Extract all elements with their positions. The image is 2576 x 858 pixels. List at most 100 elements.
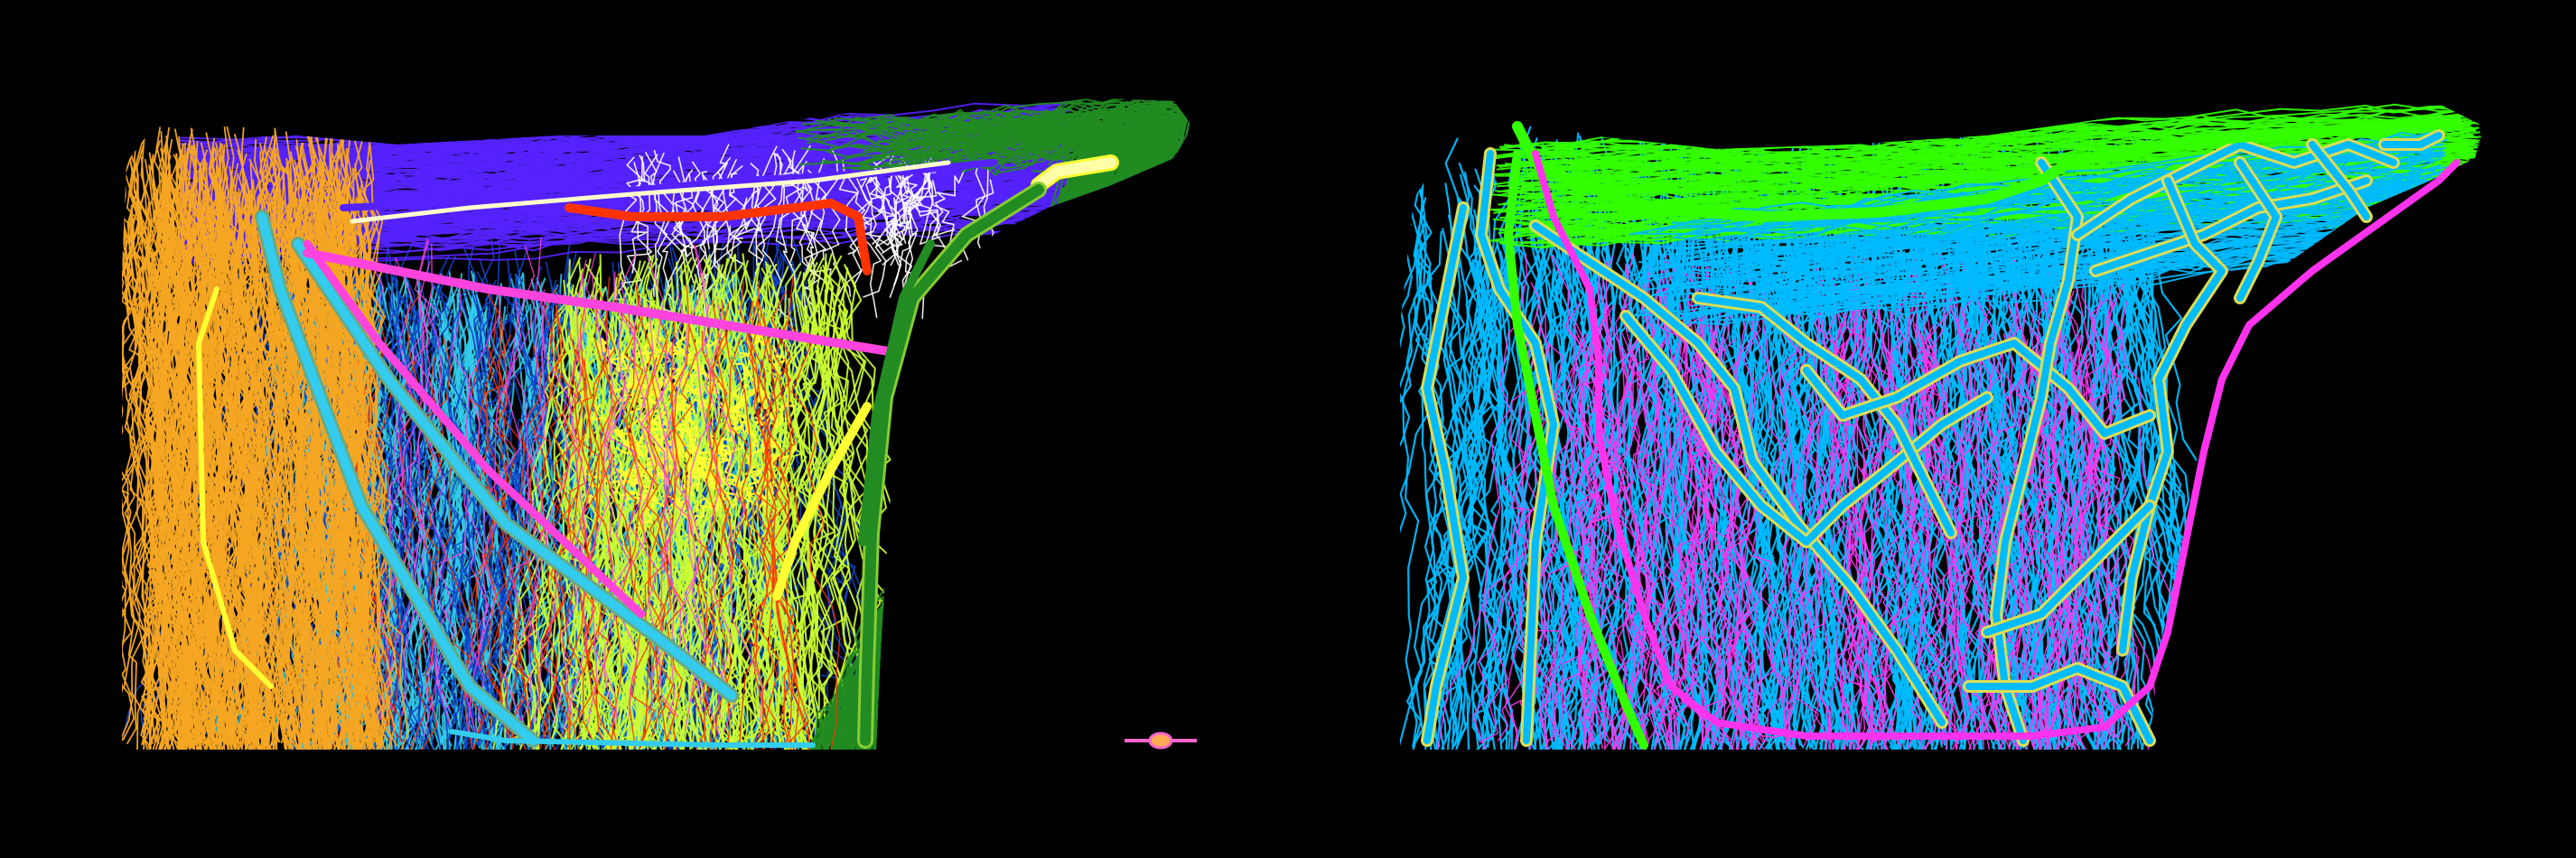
white-fiber [637,154,653,261]
lime-fiber [771,322,833,741]
magenta-fiber [1784,303,1868,745]
yellow-fiber [596,338,607,354]
orange-fiber [273,157,294,744]
sky-fiber [1449,259,1481,746]
yellow-fiber [742,387,762,402]
yellow-fiber [686,359,711,377]
orange-fiber [198,185,236,743]
orange-fiber [122,185,144,743]
sky-fiber [1666,166,2448,250]
magenta-fiber [2062,279,2151,750]
magenta-fiber [1890,354,1958,750]
yellow-fiber [654,434,682,462]
lime-fiber [760,267,801,747]
red-fiber [751,290,792,750]
lime-fiber [705,255,734,750]
sky-fiber [1629,158,2434,236]
sky-fiber [1691,208,2435,289]
yellow-fiber [611,464,639,494]
orange-fiber [352,195,381,741]
sky-fiber [1451,146,1497,750]
magenta-fiber [1554,266,1651,742]
magenta-fiber [613,271,704,712]
sky-fiber [1450,260,1489,743]
magenta-fiber [503,297,546,725]
white-fiber [882,171,937,254]
magenta-fiber [468,245,536,735]
red-fiber [498,345,542,744]
magenta-fiber [1582,330,1641,750]
red-fiber [552,343,585,750]
red-fiber [565,359,592,748]
yellow-fiber [666,495,694,527]
centroid-net-13 [2309,141,2370,220]
red-fiber [692,337,742,750]
cyan-fiber [439,300,514,750]
green-fiber [1007,104,1184,125]
centroid-red [565,199,872,275]
blue-fiber [468,228,508,750]
white-fiber [678,161,701,257]
cyan-fiber [494,277,519,750]
orange-fiber [164,170,194,744]
magenta-fiber [1878,318,1961,750]
yellow-fiber [626,434,644,458]
centroid-white [350,160,951,224]
sky-fiber [1619,247,1649,747]
orange-fiber [274,227,297,750]
yellow-fiber [739,352,752,365]
left-centroids [196,154,1119,749]
sky-fiber [1400,180,1424,750]
lime-fiber [758,308,816,750]
orange-fiber [186,202,210,750]
yellow-fiber [735,362,749,380]
sky-fiber [1481,250,1515,750]
centroid-green-b [858,239,935,546]
yellow-fiber [615,466,635,479]
centroid-pale [1033,157,1116,191]
blue-fiber [379,273,508,741]
magenta-fiber [1941,258,2021,750]
magenta-fiber [1778,256,1856,750]
orange-fiber [209,170,240,747]
magenta-fiber [1590,350,1691,738]
magenta-fiber [1713,275,1761,750]
orange-fiber [161,172,207,743]
lime-fiber [586,308,620,750]
magenta-fiber [1827,274,1903,748]
centroid-net-0 [1423,204,1467,744]
lime-fiber [630,300,665,750]
magenta-fiber [1690,298,1744,750]
lime-fiber [664,289,712,741]
red-fiber [748,298,798,750]
orange-fiber [363,227,385,742]
red-fiber [708,299,734,750]
centroid-cyan-a [257,212,537,745]
sky-fiber [1790,238,1860,750]
red-fiber [406,294,439,750]
magenta-fiber [1668,263,1751,750]
magenta-fiber [1838,301,1903,750]
magenta-fiber [1946,306,1972,750]
orange-fiber [122,204,133,747]
magenta-fiber [527,289,548,724]
orange-fiber [280,201,318,750]
centroid-net-7 [2074,141,2397,238]
sky-fiber [1679,202,2442,280]
lime-fiber [830,309,856,750]
magenta-fiber [1855,256,1917,750]
magenta-fiber [1647,338,1736,742]
centroid-magenta-path [1532,150,2460,740]
blue-fiber [395,299,428,750]
blue-fiber [508,249,542,750]
magenta-fiber [1551,255,1603,749]
magenta-fiber [1840,322,1872,746]
blue-fiber [385,238,475,747]
lime-fiber [742,269,797,746]
yellow-fiber [723,403,743,425]
orange-fiber [239,222,270,750]
red-fiber [545,309,573,737]
lime-fiber [715,265,778,742]
magenta-fiber [1660,352,1723,744]
